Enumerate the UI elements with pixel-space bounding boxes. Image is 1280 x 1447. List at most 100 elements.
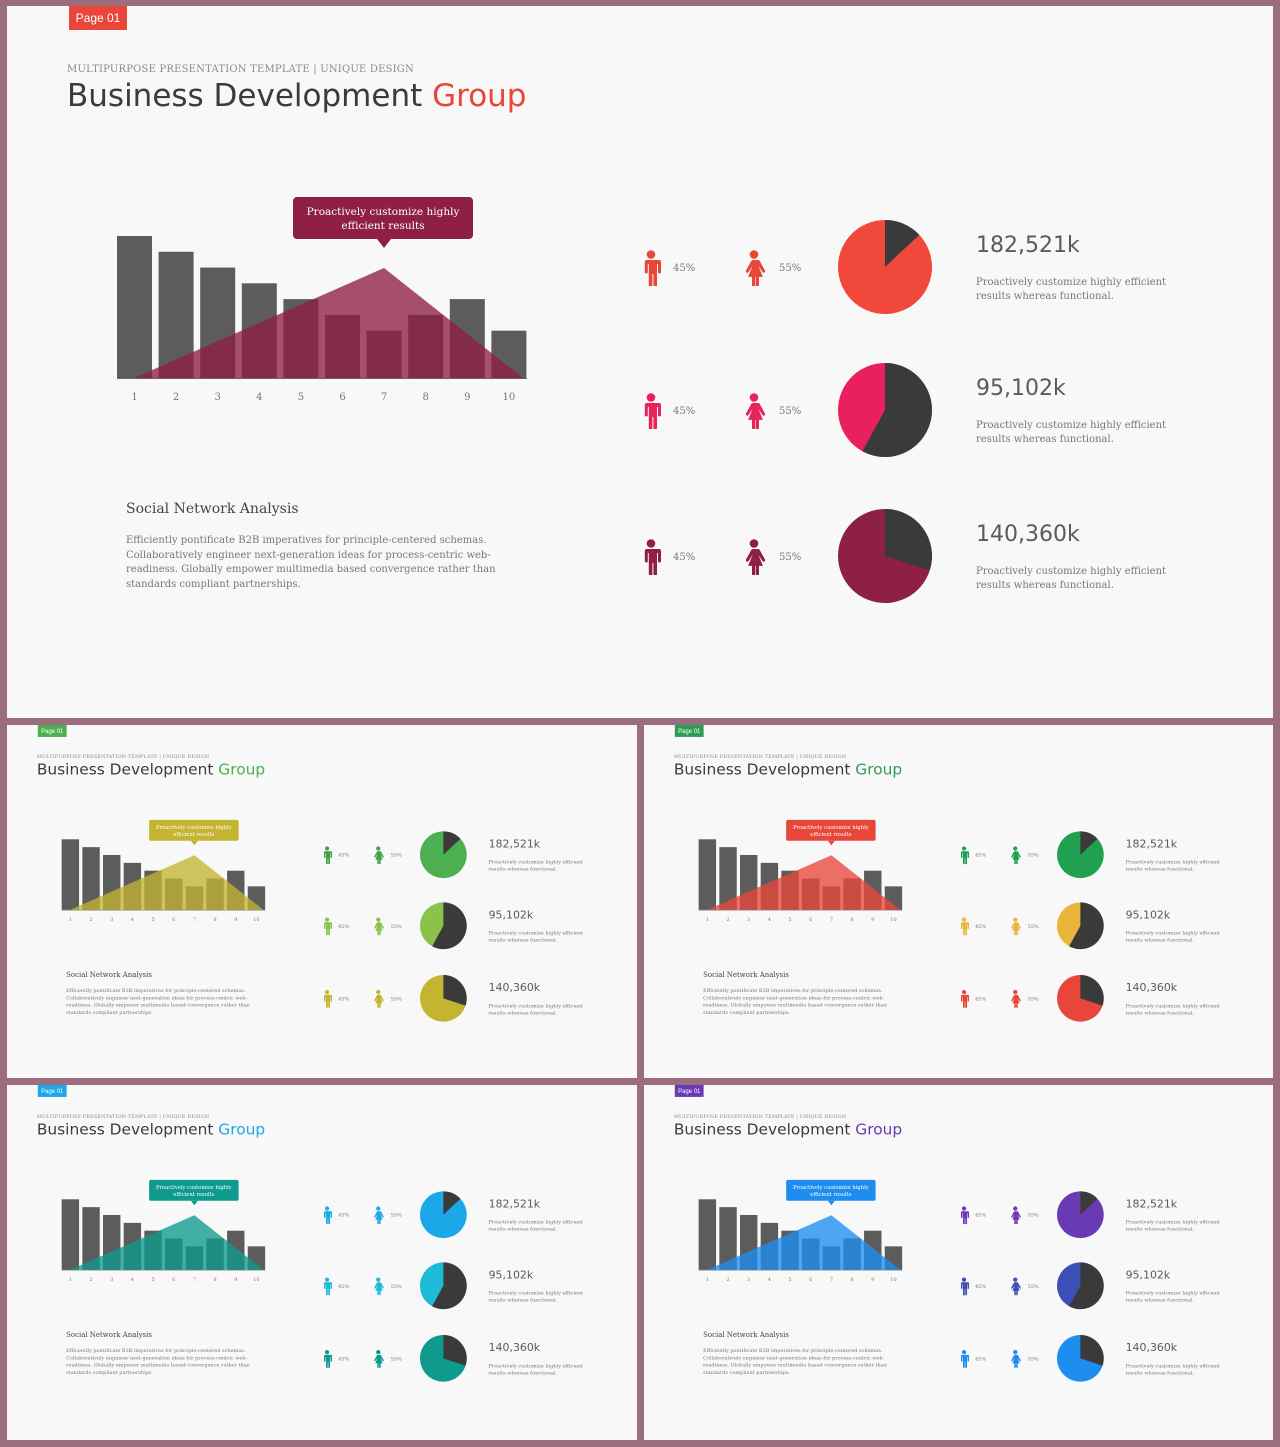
x-tick-label: 7 xyxy=(193,917,196,923)
title-main: Business Development xyxy=(36,760,214,779)
title-main: Business Development xyxy=(673,760,851,779)
female-icon xyxy=(372,1206,385,1226)
x-tick-label: 6 xyxy=(172,917,175,923)
x-tick-label: 9 xyxy=(234,917,237,923)
male-icon xyxy=(959,990,970,1010)
female-icon xyxy=(741,250,767,291)
slide-thumbnail-teal[interactable]: Page 01 MULTIPURPOSE PRESENTATION TEMPLA… xyxy=(7,1085,637,1440)
male-percent: 45% xyxy=(975,1356,987,1362)
x-tick-label: 6 xyxy=(172,1277,175,1283)
male-icon xyxy=(959,1206,970,1226)
female-percent: 55% xyxy=(1027,1283,1039,1290)
stat-text: Proactively customize highly efficient r… xyxy=(1125,1003,1221,1016)
male-icon xyxy=(959,1350,970,1370)
x-tick-label: 9 xyxy=(871,917,874,923)
slide-thumbnail-red-green[interactable]: Page 01 MULTIPURPOSE PRESENTATION TEMPLA… xyxy=(644,725,1273,1078)
slide-title: Business Development Group xyxy=(37,761,265,779)
stat-value: 182,521k xyxy=(488,1197,541,1211)
stat-text: Proactively customize highly efficient r… xyxy=(976,277,1167,302)
female-percent: 55% xyxy=(390,1283,402,1290)
slide-main[interactable]: Page 01 MULTIPURPOSE PRESENTATION TEMPLA… xyxy=(7,6,1273,718)
pie-chart xyxy=(420,1262,468,1312)
section-text: Efficiently pontificate B2B imperatives … xyxy=(66,987,250,1015)
section-heading: Social Network Analysis xyxy=(703,1331,789,1339)
callout-text: efficient results xyxy=(173,1192,215,1198)
x-tick-label: 2 xyxy=(89,1277,92,1283)
x-tick-label: 7 xyxy=(381,392,387,403)
x-tick-label: 8 xyxy=(851,1277,854,1283)
female-icon xyxy=(372,1350,385,1370)
male-percent: 45% xyxy=(673,263,696,274)
x-tick-label: 9 xyxy=(464,392,470,403)
pie-chart xyxy=(1057,974,1105,1024)
x-tick-label: 4 xyxy=(131,917,134,923)
male-percent: 45% xyxy=(338,923,350,930)
stat-value: 182,521k xyxy=(1125,837,1178,851)
x-tick-label: 5 xyxy=(151,1277,154,1283)
x-tick-label: 8 xyxy=(214,1277,217,1283)
x-tick-label: 1 xyxy=(69,1277,72,1283)
callout-text: Proactively customize highly xyxy=(156,825,232,831)
chart-bar xyxy=(82,847,100,910)
male-icon xyxy=(640,393,662,434)
x-tick-label: 10 xyxy=(503,392,516,403)
chart-bar xyxy=(719,847,737,910)
stat-text: Proactively customize highly efficient r… xyxy=(488,930,584,944)
x-tick-label: 9 xyxy=(871,1277,874,1283)
male-icon xyxy=(322,1206,333,1226)
pie-chart xyxy=(1057,902,1105,952)
slide-thumbnail-purple[interactable]: Page 01 MULTIPURPOSE PRESENTATION TEMPLA… xyxy=(644,1085,1273,1440)
section-text: Efficiently pontificate B2B imperatives … xyxy=(66,1347,250,1375)
pie-chart xyxy=(420,1191,468,1241)
female-icon xyxy=(1009,917,1022,937)
x-tick-label: 5 xyxy=(151,917,154,923)
x-tick-label: 8 xyxy=(423,392,429,403)
slide-thumbnail-green[interactable]: Page 01 MULTIPURPOSE PRESENTATION TEMPLA… xyxy=(7,725,637,1078)
stat-text: Proactively customize highly efficient r… xyxy=(488,1290,584,1304)
male-percent: 45% xyxy=(338,996,350,1002)
x-tick-label: 5 xyxy=(298,392,304,403)
female-icon xyxy=(1009,990,1022,1010)
male-icon xyxy=(322,1350,333,1370)
female-percent: 55% xyxy=(390,923,402,930)
bar-chart: 1 2 3 4 5 6 7 8 9 10 Proactively customize highlye… xyxy=(698,1179,903,1283)
bar-chart: 1 2 3 4 5 6 7 8 9 10 Proactively customize highlye… xyxy=(698,819,903,923)
x-tick-label: 1 xyxy=(69,917,72,923)
stat-value: 95,102k xyxy=(1125,1268,1171,1282)
male-icon xyxy=(640,539,662,580)
pie-chart xyxy=(837,508,933,609)
chart-bar xyxy=(698,1199,717,1270)
male-percent: 45% xyxy=(338,1283,350,1290)
female-percent: 55% xyxy=(779,552,802,563)
male-icon xyxy=(322,846,333,866)
chart-bar xyxy=(82,1207,100,1270)
section-text: Efficiently pontificate B2B imperatives … xyxy=(126,535,496,590)
female-icon xyxy=(741,539,767,580)
x-tick-label: 10 xyxy=(890,917,896,923)
callout-text: Proactively customize highly xyxy=(793,1185,869,1191)
x-tick-label: 1 xyxy=(706,1277,709,1283)
stat-text: Proactively customize highly efficient r… xyxy=(976,566,1167,591)
chart-bar xyxy=(698,839,717,910)
pie-chart xyxy=(1057,831,1105,881)
stat-value: 140,360k xyxy=(488,981,541,994)
male-icon xyxy=(959,917,970,937)
female-percent: 55% xyxy=(1027,1356,1039,1362)
chart-triangle-overlay xyxy=(707,855,901,910)
stat-text: Proactively customize highly efficient r… xyxy=(488,1219,584,1233)
title-accent: Group xyxy=(855,760,903,779)
x-tick-label: 6 xyxy=(809,1277,812,1283)
slide-subtitle: MULTIPURPOSE PRESENTATION TEMPLATE | UNI… xyxy=(673,753,847,760)
female-icon xyxy=(1009,1206,1022,1226)
title-main: Business Development xyxy=(673,1120,851,1139)
male-icon xyxy=(322,990,333,1010)
title-main: Business Development xyxy=(36,1120,214,1139)
x-tick-label: 5 xyxy=(788,917,791,923)
stat-value: 140,360k xyxy=(1125,981,1178,994)
section-text: Efficiently pontificate B2B imperatives … xyxy=(703,987,887,1015)
female-icon xyxy=(372,1277,385,1297)
female-icon xyxy=(372,846,385,866)
male-percent: 45% xyxy=(975,1283,987,1290)
